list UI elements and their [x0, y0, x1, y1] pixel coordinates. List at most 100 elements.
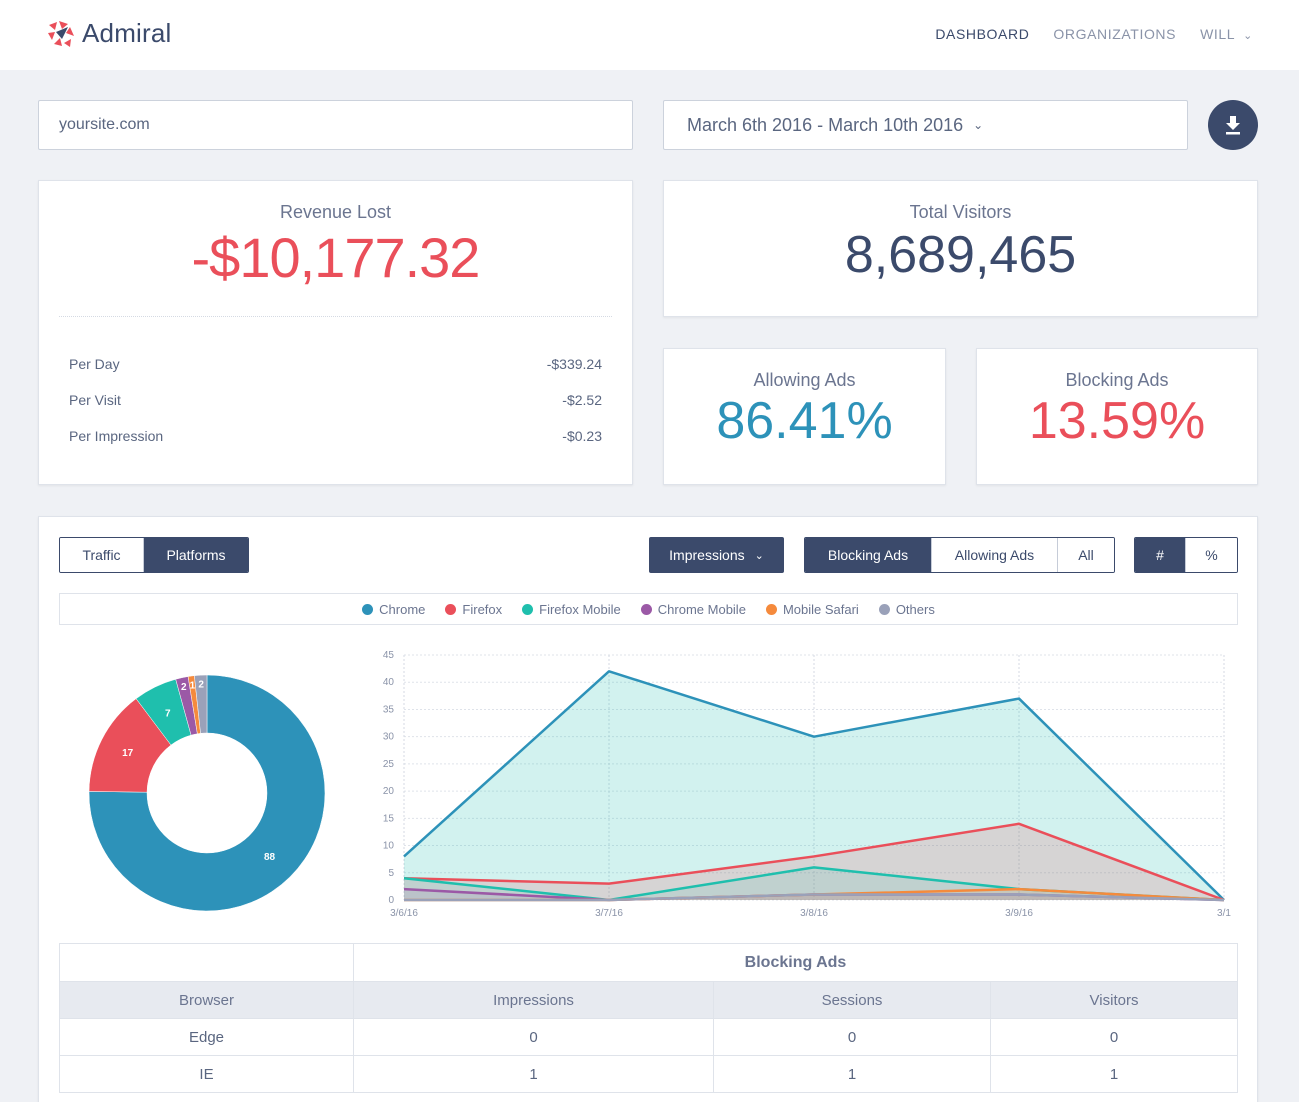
date-range-value: March 6th 2016 - March 10th 2016: [687, 114, 964, 135]
table-group-header-row: Blocking Ads: [59, 943, 1238, 982]
revenue-breakdown: Per Day -$339.24 Per Visit -$2.52 Per Im…: [69, 356, 602, 464]
legend-item-firefox-mobile[interactable]: Firefox Mobile: [522, 602, 621, 617]
revenue-lost-value: -$10,177.32: [191, 226, 481, 289]
logo[interactable]: Admiral: [46, 18, 172, 49]
divider: [59, 316, 612, 317]
area-fill-others: [404, 894, 1224, 900]
x-tick-label: 3/1: [1217, 908, 1231, 919]
legend-dot-icon: [765, 603, 777, 615]
platform-table: Blocking Ads Browser Impressions Session…: [59, 943, 1238, 1093]
metric-value: Impressions: [669, 547, 745, 563]
user-name: WILL: [1200, 26, 1236, 42]
legend-item-chrome[interactable]: Chrome: [362, 602, 425, 617]
revenue-row-label: Per Impression: [69, 428, 164, 444]
total-visitors-value: 8,689,465: [844, 226, 1077, 284]
table-group-header: Blocking Ads: [353, 943, 1238, 982]
legend-label: Mobile Safari: [782, 601, 859, 617]
legend-item-firefox[interactable]: Firefox: [445, 602, 502, 617]
chevron-down-icon: ⌄: [973, 118, 984, 132]
donut-label: 1: [190, 680, 196, 691]
view-tabs: Traffic Platforms: [59, 537, 249, 573]
column-header-browser[interactable]: Browser: [59, 981, 354, 1019]
tab-platforms[interactable]: Platforms: [144, 538, 248, 572]
unit-percent[interactable]: %: [1186, 538, 1237, 572]
chevron-down-icon: ⌄: [754, 549, 764, 562]
nav-dashboard[interactable]: DASHBOARD: [935, 26, 1030, 42]
ad-filter-group: Blocking Ads Allowing Ads All: [804, 537, 1115, 573]
main-nav: DASHBOARD ORGANIZATIONS WILL ⌄: [935, 26, 1253, 42]
revenue-lost-title: Revenue Lost: [279, 202, 392, 222]
date-range-select[interactable]: March 6th 2016 - March 10th 2016 ⌄: [663, 100, 1188, 150]
area-fill-chrome: [404, 671, 1224, 900]
platforms-panel: Traffic Platforms Impressions ⌄ Blocking…: [38, 516, 1258, 1102]
revenue-row-value: -$339.24: [546, 356, 602, 372]
donut-label: 7: [165, 709, 171, 720]
column-header-impressions[interactable]: Impressions: [353, 981, 714, 1019]
tab-traffic[interactable]: Traffic: [60, 538, 144, 572]
series-line-others[interactable]: [404, 893, 1225, 902]
legend-dot-icon: [362, 603, 374, 615]
revenue-per-day-row: Per Day -$339.24: [69, 356, 602, 392]
legend-dot-icon: [878, 603, 890, 615]
revenue-row-label: Per Visit: [69, 392, 121, 408]
chart-legend: Chrome Firefox Firefox Mobile Chrome Mobile…: [59, 593, 1238, 625]
allowing-ads-card: Allowing Ads 86.41%: [663, 348, 946, 485]
legend-dot-icon: [640, 603, 652, 615]
download-button[interactable]: [1208, 100, 1258, 150]
revenue-row-value: -$2.52: [562, 392, 602, 408]
y-tick-label: 25: [383, 759, 395, 770]
series-line-firefox[interactable]: [403, 822, 1225, 902]
revenue-per-visit-row: Per Visit -$2.52: [69, 392, 602, 428]
legend-label: Firefox: [462, 601, 503, 617]
x-tick-label: 3/7/16: [595, 908, 623, 919]
nav-user-menu[interactable]: WILL ⌄: [1200, 26, 1253, 42]
unit-toggle: # %: [1134, 537, 1238, 573]
legend-item-chrome-mobile[interactable]: Chrome Mobile: [640, 602, 746, 617]
download-icon: [1226, 116, 1240, 135]
y-tick-label: 40: [383, 677, 395, 688]
blocking-ads-card: Blocking Ads 13.59%: [976, 348, 1258, 485]
donut-slice-others[interactable]: [194, 674, 208, 734]
x-tick-label: 3/8/16: [800, 908, 828, 919]
revenue-row-value: -$0.23: [562, 428, 602, 444]
revenue-row-label: Per Day: [69, 356, 120, 372]
legend-dot-icon: [445, 603, 457, 615]
legend-item-mobile-safari[interactable]: Mobile Safari: [765, 601, 859, 617]
top-navbar: Admiral DASHBOARD ORGANIZATIONS WILL ⌄: [0, 0, 1299, 70]
y-tick-label: 10: [383, 841, 395, 852]
legend-label: Firefox Mobile: [539, 601, 621, 617]
allowing-ads-title: Allowing Ads: [753, 370, 856, 390]
donut-label: 2: [181, 682, 187, 693]
total-visitors-card: Total Visitors 8,689,465: [663, 180, 1258, 317]
impressions-cell: 1: [353, 1055, 714, 1093]
nav-organizations[interactable]: ORGANIZATIONS: [1053, 26, 1177, 42]
area-fill-firefox: [404, 823, 1224, 900]
unit-count[interactable]: #: [1135, 538, 1186, 572]
filter-allowing-ads[interactable]: Allowing Ads: [932, 538, 1058, 572]
filter-all[interactable]: All: [1058, 538, 1114, 572]
platform-area-chart: 0 5 10 15 20 25 30 35 40 45 3/6/16 3/7/16 3/8/16 3/9/…: [383, 650, 1232, 919]
donut-slice-chrome[interactable]: [88, 674, 326, 912]
browser-cell: IE: [59, 1055, 354, 1093]
sessions-cell: 0: [713, 1018, 991, 1056]
table-row: IE 1 1 1: [59, 1055, 1238, 1093]
donut-label: 88: [264, 852, 276, 863]
column-header-sessions[interactable]: Sessions: [713, 981, 991, 1019]
chevron-down-icon: ⌄: [1243, 30, 1253, 42]
donut-label: 2: [198, 680, 204, 691]
total-visitors-title: Total Visitors: [909, 202, 1012, 222]
filter-blocking-ads[interactable]: Blocking Ads: [805, 538, 932, 572]
y-tick-label: 35: [383, 704, 395, 715]
visitors-cell: 1: [990, 1055, 1238, 1093]
site-input[interactable]: [38, 100, 633, 150]
series-line-chrome[interactable]: [403, 670, 1225, 901]
y-tick-label: 30: [383, 732, 395, 743]
column-header-visitors[interactable]: Visitors: [990, 981, 1238, 1019]
visitors-cell: 0: [990, 1018, 1238, 1056]
blocking-ads-title: Blocking Ads: [1065, 370, 1169, 390]
metric-dropdown[interactable]: Impressions ⌄: [649, 537, 784, 573]
admiral-logo-icon: [48, 20, 74, 47]
legend-label: Others: [895, 601, 935, 617]
legend-label: Chrome: [379, 601, 426, 617]
legend-item-others[interactable]: Others: [878, 601, 935, 617]
